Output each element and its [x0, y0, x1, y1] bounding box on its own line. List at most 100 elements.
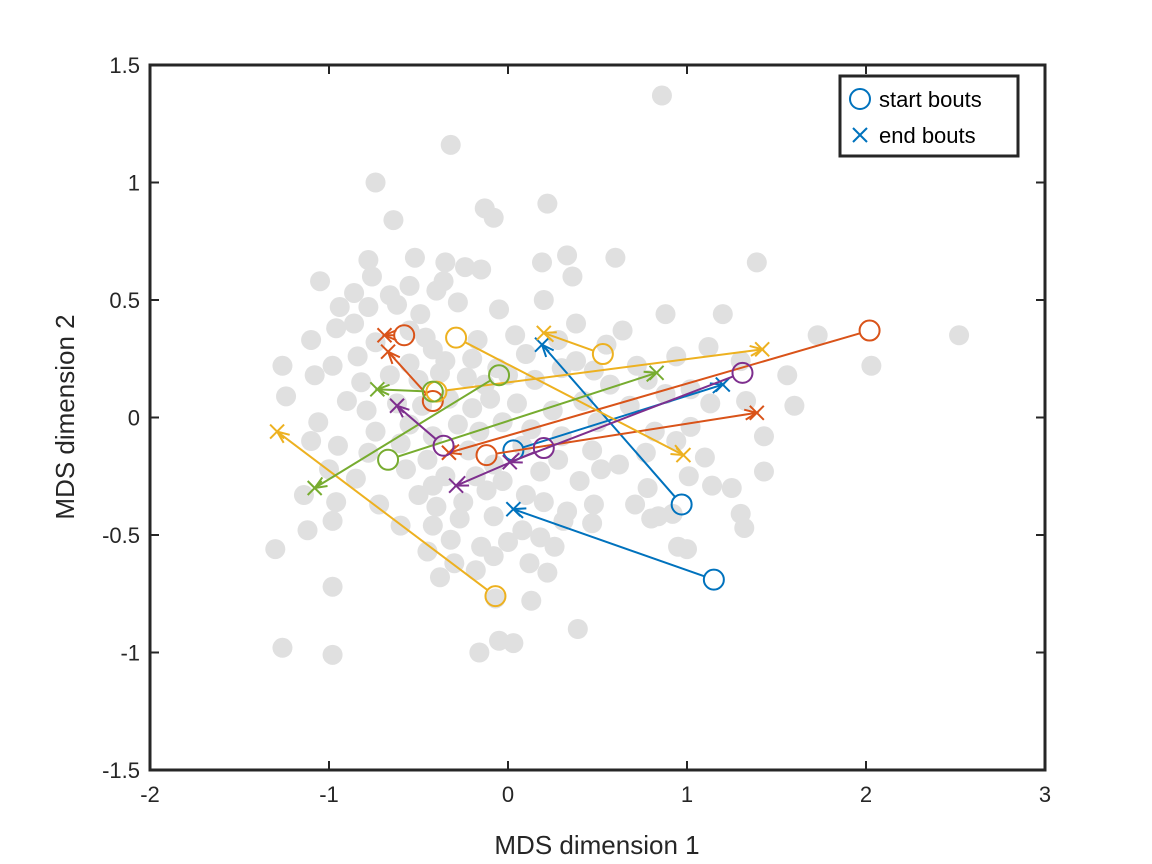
x-tick-label: 2 — [860, 782, 872, 807]
bout-trajectory-line — [513, 508, 705, 578]
background-point — [467, 329, 488, 350]
background-point — [483, 506, 504, 527]
x-axis-label: MDS dimension 1 — [494, 830, 699, 860]
background-point — [678, 466, 699, 487]
bout-trajectory-line — [448, 332, 861, 454]
end-bout-marker — [648, 365, 665, 381]
y-tick-label: -1.5 — [102, 758, 140, 783]
background-point — [583, 494, 604, 515]
bout-trajectory-line — [276, 430, 489, 591]
bout-trajectory-line — [397, 371, 657, 458]
axis-ticks: -2 -1 0 1 2 3 -1.5 -1 -0.5 0 0.5 1 1.5 — [102, 53, 1051, 807]
bout-trajectory-line — [509, 375, 734, 464]
background-point — [455, 257, 476, 278]
background-point — [344, 282, 365, 303]
background-point — [356, 400, 377, 421]
y-tick-label: 1 — [128, 171, 140, 196]
background-point — [336, 391, 357, 412]
background-point — [861, 355, 882, 376]
start-bout-marker — [670, 493, 693, 516]
background-point — [408, 485, 429, 506]
background-point — [777, 365, 798, 386]
end-bout-marker — [754, 341, 770, 358]
background-point — [721, 478, 742, 498]
background-point — [395, 459, 416, 480]
legend-box — [838, 74, 1020, 158]
background-point — [322, 644, 343, 665]
background-point — [567, 619, 588, 639]
background-point — [485, 588, 506, 609]
end-bout-marker — [269, 423, 285, 440]
background-point — [383, 210, 404, 231]
background-point — [365, 421, 386, 442]
background-point — [635, 442, 656, 463]
background-point — [512, 520, 533, 541]
background-point — [480, 388, 501, 409]
background-point — [408, 369, 429, 390]
y-tick-label: 1.5 — [109, 53, 140, 78]
x-tick-label: 3 — [1039, 782, 1051, 807]
background-point — [410, 304, 431, 325]
background-point — [365, 332, 386, 353]
background-point — [462, 348, 483, 369]
background-point — [358, 297, 379, 318]
start-bout-marker — [393, 324, 416, 347]
background-point — [272, 637, 293, 658]
background-point — [326, 318, 347, 339]
background-point — [297, 520, 318, 541]
background-point — [440, 134, 461, 155]
y-tick-label: -0.5 — [102, 523, 140, 548]
end-bout-marker — [715, 376, 731, 393]
background-point — [404, 247, 425, 268]
background-point — [712, 304, 733, 325]
background-point — [746, 252, 767, 273]
background-point — [582, 513, 603, 534]
background-point — [548, 329, 569, 350]
background-point — [361, 266, 382, 287]
background-point — [498, 365, 518, 386]
background-point — [644, 421, 665, 442]
end-bout-marker — [505, 501, 522, 517]
background-point — [465, 560, 486, 581]
background-point — [666, 346, 687, 367]
background-point — [456, 367, 477, 388]
start-bout-marker — [591, 343, 614, 366]
background-point — [417, 541, 438, 562]
background-point — [476, 480, 497, 501]
background-point — [327, 435, 348, 456]
background-point — [515, 344, 536, 365]
legend-label-end: end bouts — [879, 123, 976, 148]
x-tick-label: -2 — [140, 782, 160, 807]
background-point — [310, 271, 331, 292]
background-point — [429, 567, 450, 588]
background-point — [489, 299, 510, 320]
background-point — [591, 459, 612, 480]
bout-trajectory-line — [446, 348, 763, 392]
y-tick-label: 0 — [128, 406, 140, 431]
y-tick-label: -1 — [120, 641, 140, 666]
background-point — [548, 449, 569, 470]
y-axis-label: MDS dimension 2 — [50, 314, 80, 519]
background-point — [698, 337, 719, 357]
background-point — [949, 325, 970, 346]
background-point — [351, 372, 372, 393]
background-point — [301, 431, 322, 451]
end-bout-marker — [749, 405, 765, 421]
background-point — [700, 393, 721, 414]
background-point — [702, 475, 723, 496]
background-point — [449, 508, 470, 529]
background-point — [329, 297, 350, 318]
background-point — [469, 421, 490, 442]
bout-trajectory-line — [496, 411, 757, 455]
end-bout-marker — [536, 325, 552, 341]
bout-trajectory-line — [543, 331, 594, 352]
background-point — [322, 510, 343, 531]
background-point — [605, 247, 626, 268]
background-point — [483, 546, 504, 567]
legend-circle-marker — [849, 88, 871, 110]
background-point — [417, 449, 438, 470]
background-point — [784, 395, 805, 416]
bout-trajectory-line — [522, 383, 724, 449]
background-point — [521, 590, 542, 611]
background-point — [734, 517, 755, 538]
